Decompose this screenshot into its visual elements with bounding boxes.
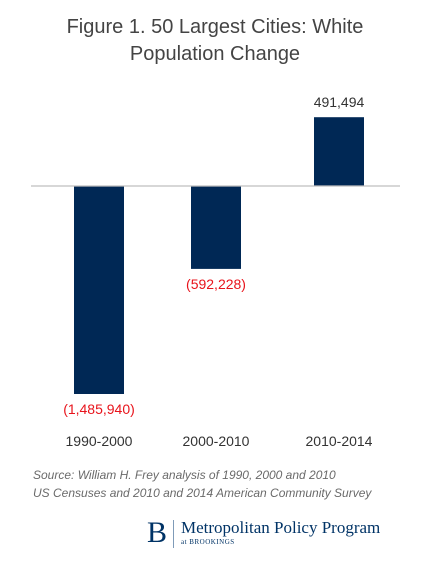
bar-1990-2000 [74, 186, 124, 394]
brookings-b-logo-icon: B [147, 516, 168, 549]
bar-2010-2014 [314, 117, 364, 186]
data-label-2000-2010: (592,228) [186, 276, 246, 292]
data-label-2010-2014: 491,494 [314, 94, 365, 110]
data-label-1990-2000: (1,485,940) [63, 401, 135, 417]
logo-program-name: Metropolitan Policy Program [181, 518, 381, 537]
bar-chart: (1,485,940) 1990-2000 (592,228) 2000-2010 49… [31, 94, 400, 449]
chart-title-line-2: Population Change [129, 43, 301, 65]
chart-title-line-1: Figure 1. 50 Largest Cities: White [66, 16, 364, 38]
category-label-2000-2010: 2000-2010 [183, 433, 250, 449]
source-note: Source: William H. Frey analysis of 1990… [33, 466, 425, 502]
logo-divider [173, 520, 174, 548]
category-label-1990-2000: 1990-2000 [66, 433, 133, 449]
bar-2000-2010 [191, 186, 241, 269]
category-label-2010-2014: 2010-2014 [306, 433, 373, 449]
chart-title: Figure 1. 50 Largest Cities: White Popul… [0, 14, 430, 68]
source-line-2: US Censuses and 2010 and 2014 American C… [33, 486, 372, 500]
source-line-1: Source: William H. Frey analysis of 1990… [33, 468, 336, 482]
logo-subtitle: at BROOKINGS [181, 538, 235, 546]
